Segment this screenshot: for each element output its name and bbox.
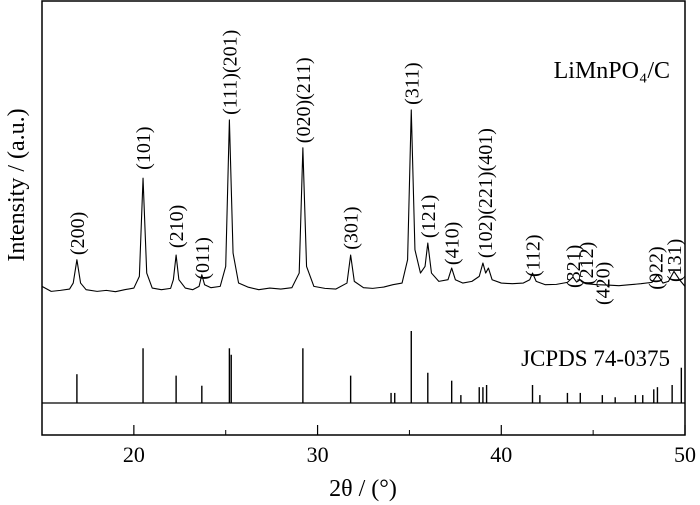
- peak-label: (112): [523, 234, 545, 277]
- peak-label: (200): [67, 212, 89, 255]
- peak-label: (101): [133, 127, 155, 170]
- pattern-line: [41, 109, 686, 293]
- peak-label: (102)(221)(401): [475, 128, 497, 258]
- x-tick-label: 40: [490, 442, 512, 467]
- x-tick-label: 30: [307, 442, 329, 467]
- peak-label: (011): [192, 237, 214, 280]
- y-axis-title: Intensity / (a.u.): [4, 108, 30, 261]
- reference-label: JCPDS 74-0375: [521, 346, 670, 371]
- peak-label: (210): [166, 205, 188, 248]
- peak-label: (022): [646, 246, 668, 289]
- peak-label: (410): [442, 222, 464, 265]
- x-axis-title: 2θ / (°): [329, 476, 397, 502]
- peak-label: (131): [664, 239, 686, 282]
- series-label: LiMnPO₄/C: [554, 58, 670, 84]
- peak-label: (121): [418, 195, 440, 238]
- peak-label: (321): [563, 245, 585, 288]
- peak-label: (420): [592, 262, 614, 305]
- x-tick-label: 50: [674, 442, 696, 467]
- peak-label: (311): [401, 62, 423, 105]
- peak-label: (212): [576, 242, 598, 285]
- x-tick-label: 20: [123, 442, 145, 467]
- plot-frame: [41, 0, 686, 436]
- peak-label: (301): [341, 206, 363, 249]
- peak-label: (020)(211): [293, 57, 315, 143]
- peak-label: (111)(201): [219, 30, 241, 115]
